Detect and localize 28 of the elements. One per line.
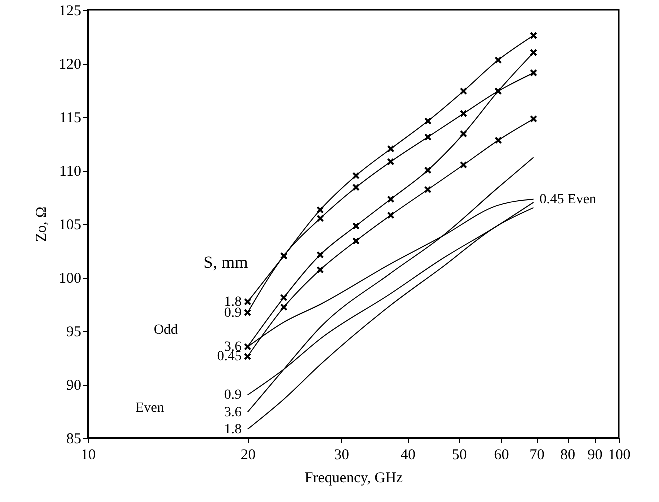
x-tick-label: 10 — [81, 448, 96, 464]
series-label: 0.9 — [224, 388, 242, 404]
annotation: Odd — [154, 323, 178, 338]
x-tick-label: 30 — [334, 448, 350, 464]
x-tick-label: 40 — [400, 448, 416, 464]
x-tick-label: 100 — [608, 448, 631, 464]
y-tick-label: 100 — [59, 271, 82, 287]
y-tick-label: 115 — [60, 110, 82, 126]
x-tick-label: 60 — [494, 448, 510, 464]
y-tick-label: 90 — [66, 378, 82, 394]
x-axis-title: Frequency, GHz — [304, 470, 404, 486]
annotation: S, mm — [204, 253, 248, 272]
x-tick-label: 80 — [560, 448, 576, 464]
x-tick-label: 70 — [530, 448, 545, 464]
annotation: Even — [136, 401, 164, 416]
series-label: 1.8 — [224, 422, 242, 438]
x-tick-label: 20 — [240, 448, 256, 464]
y-tick-label: 95 — [66, 324, 82, 340]
y-tick-label: 110 — [60, 164, 82, 180]
series-label: 3.6 — [224, 405, 242, 420]
y-tick-label: 105 — [59, 218, 82, 234]
annotation: 0.45 Even — [540, 192, 597, 208]
y-tick-label: 125 — [59, 4, 82, 20]
x-tick-label: 50 — [452, 448, 468, 464]
y-axis-title: Zo, Ω — [34, 206, 50, 242]
y-tick-label: 85 — [66, 432, 82, 448]
y-tick-label: 120 — [59, 57, 82, 73]
x-tick-label: 90 — [588, 448, 603, 464]
